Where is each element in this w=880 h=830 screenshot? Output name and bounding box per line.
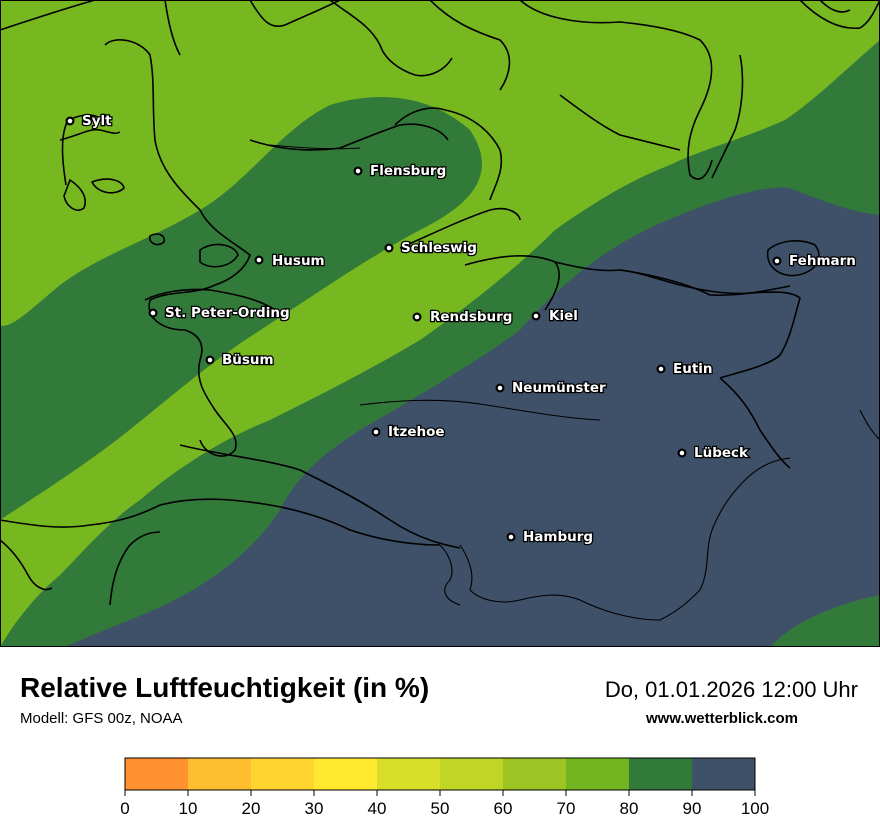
humidity-band-80-90-west [0, 97, 482, 520]
city-label-neumuenster: Neumünster [512, 380, 606, 396]
legend-tick-label: 20 [242, 799, 261, 818]
city-buesum[interactable]: Büsum [205, 351, 275, 369]
city-sylt[interactable]: Sylt [65, 112, 113, 130]
city-luebeck[interactable]: Lübeck [677, 444, 750, 462]
city-dot [254, 255, 264, 265]
city-label-rendsburg: Rendsburg [430, 309, 512, 325]
city-dot [412, 312, 422, 322]
humidity-band-90-100 [65, 187, 880, 647]
city-dot [371, 427, 381, 437]
legend-tick-label: 80 [620, 799, 639, 818]
city-dot [65, 116, 75, 126]
legend-swatch-70-80 [566, 758, 629, 790]
city-flensburg[interactable]: Flensburg [353, 162, 448, 180]
city-dot [531, 311, 541, 321]
map-title: Relative Luftfeuchtigkeit (in %) [20, 672, 430, 703]
city-label-fehmarn: Fehmarn [789, 253, 856, 269]
legend-tick-label: 70 [557, 799, 576, 818]
forecast-datetime: Do, 01.01.2026 12:00 Uhr [604, 677, 858, 702]
city-label-buesum: Büsum [222, 352, 274, 368]
city-st-peter-ording[interactable]: St. Peter-Ording [148, 304, 291, 322]
website-link[interactable]: www.wetterblick.com [646, 710, 798, 727]
city-label-sylt: Sylt [82, 113, 112, 129]
city-dot [353, 166, 363, 176]
city-rendsburg[interactable]: Rendsburg [412, 308, 514, 326]
legend-tick-label: 0 [120, 799, 129, 818]
city-label-st-peter-ording: St. Peter-Ording [165, 305, 290, 321]
humidity-map[interactable]: Sylt Flensburg Schleswig Husum Fehmarn S… [0, 0, 880, 647]
legend-swatch-50-60 [440, 758, 503, 790]
city-label-itzehoe: Itzehoe [388, 424, 445, 440]
legend-swatch-90-100 [692, 758, 755, 790]
city-dot [772, 256, 782, 266]
city-dot [495, 383, 505, 393]
city-hamburg[interactable]: Hamburg [506, 528, 594, 546]
legend-swatch-20-30 [251, 758, 314, 790]
city-dot [384, 243, 394, 253]
city-label-schleswig: Schleswig [401, 240, 477, 256]
city-kiel[interactable]: Kiel [531, 307, 579, 325]
coastlines [0, 0, 880, 606]
legend-swatch-30-40 [314, 758, 377, 790]
city-husum[interactable]: Husum [254, 252, 326, 270]
legend-tick-label: 10 [179, 799, 198, 818]
city-label-eutin: Eutin [673, 361, 713, 377]
legend-tick-label: 100 [741, 799, 769, 818]
city-neumuenster[interactable]: Neumünster [495, 379, 607, 397]
model-info: Modell: GFS 00z, NOAA [20, 710, 183, 727]
legend-swatch-80-90 [629, 758, 692, 790]
city-dot [205, 355, 215, 365]
city-markers[interactable]: Sylt Flensburg Schleswig Husum Fehmarn S… [65, 112, 857, 546]
city-fehmarn[interactable]: Fehmarn [772, 252, 857, 270]
colorbar-legend: 0 10 20 30 40 50 60 70 80 90 100 [120, 757, 769, 818]
city-label-flensburg: Flensburg [370, 163, 446, 179]
legend-swatches [125, 758, 755, 790]
humidity-band-80-90-southeast [770, 595, 880, 647]
legend-tick-label: 40 [368, 799, 387, 818]
legend-swatch-0-10 [125, 758, 188, 790]
city-itzehoe[interactable]: Itzehoe [371, 423, 446, 441]
city-dot [656, 364, 666, 374]
legend-swatch-60-70 [503, 758, 566, 790]
city-label-hamburg: Hamburg [523, 529, 593, 545]
admin-borders [269, 144, 880, 621]
legend-swatch-40-50 [377, 758, 440, 790]
legend-swatch-10-20 [188, 758, 251, 790]
city-dot [506, 532, 516, 542]
city-eutin[interactable]: Eutin [656, 360, 714, 378]
city-schleswig[interactable]: Schleswig [384, 239, 478, 257]
city-label-husum: Husum [272, 253, 325, 269]
legend-tick-label: 90 [683, 799, 702, 818]
legend-tick-label: 50 [431, 799, 450, 818]
city-label-luebeck: Lübeck [694, 445, 749, 461]
city-label-kiel: Kiel [549, 308, 578, 324]
city-dot [677, 448, 687, 458]
legend-tick-label: 30 [305, 799, 324, 818]
map-canvas: Sylt Flensburg Schleswig Husum Fehmarn S… [0, 0, 880, 647]
legend-ticks: 0 10 20 30 40 50 60 70 80 90 100 [120, 790, 769, 818]
city-dot [148, 308, 158, 318]
legend-tick-label: 60 [494, 799, 513, 818]
